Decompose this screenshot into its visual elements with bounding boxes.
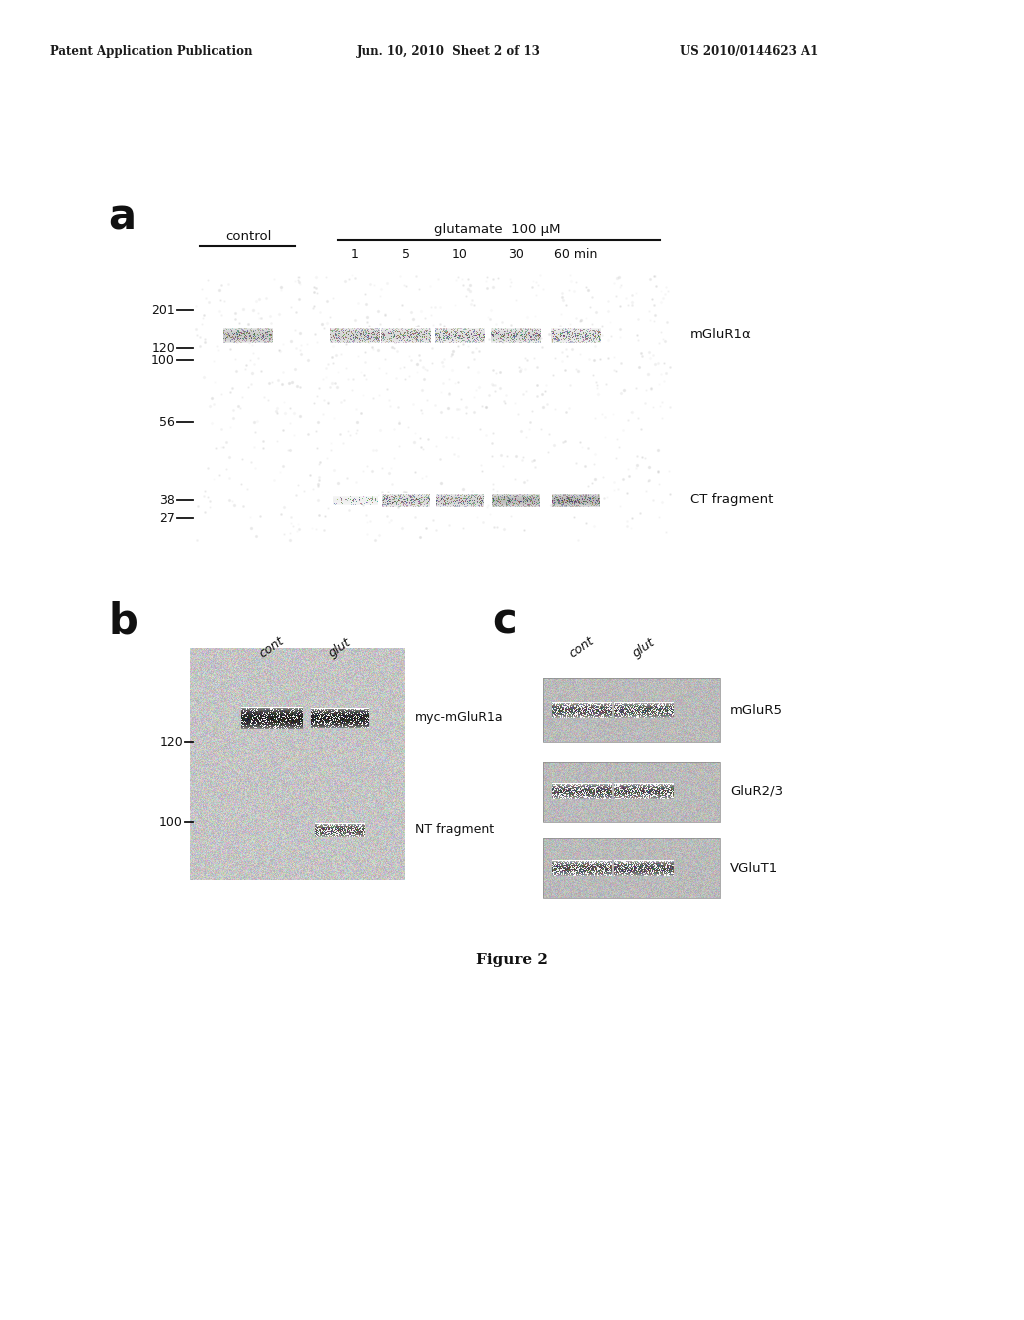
Text: 100: 100 [159,816,183,829]
Text: GluR2/3: GluR2/3 [730,784,783,797]
Bar [543,762,720,822]
Text: 27: 27 [159,511,175,524]
Text: US 2010/0144623 A1: US 2010/0144623 A1 [680,45,818,58]
Text: mGluR1α: mGluR1α [690,329,752,342]
Text: 120: 120 [152,342,175,355]
Text: a: a [108,197,136,239]
Text: 38: 38 [159,494,175,507]
Bar [543,678,720,742]
Text: cont: cont [257,634,287,660]
Bar [543,838,720,898]
Text: 120: 120 [160,735,183,748]
Text: Figure 2: Figure 2 [476,953,548,968]
Text: Patent Application Publication: Patent Application Publication [50,45,253,58]
Text: myc-mGluR1a: myc-mGluR1a [415,711,504,725]
Text: glut: glut [631,635,657,660]
Text: VGluT1: VGluT1 [730,862,778,874]
Text: glutamate  100 μM: glutamate 100 μM [434,223,560,236]
Text: 60 min: 60 min [554,248,598,260]
Text: c: c [492,601,517,643]
Text: 201: 201 [152,304,175,317]
Text: 10: 10 [452,248,468,260]
Text: glut: glut [327,635,353,660]
Text: b: b [108,601,138,643]
Text: NT fragment: NT fragment [415,824,495,837]
Text: cont: cont [567,634,597,660]
Text: CT fragment: CT fragment [690,494,773,507]
Text: 56: 56 [159,416,175,429]
Text: mGluR5: mGluR5 [730,704,783,717]
Text: control: control [225,231,271,243]
Text: 1: 1 [351,248,359,260]
Text: Jun. 10, 2010  Sheet 2 of 13: Jun. 10, 2010 Sheet 2 of 13 [357,45,541,58]
Text: 5: 5 [402,248,410,260]
Text: 30: 30 [508,248,524,260]
Text: 100: 100 [152,354,175,367]
